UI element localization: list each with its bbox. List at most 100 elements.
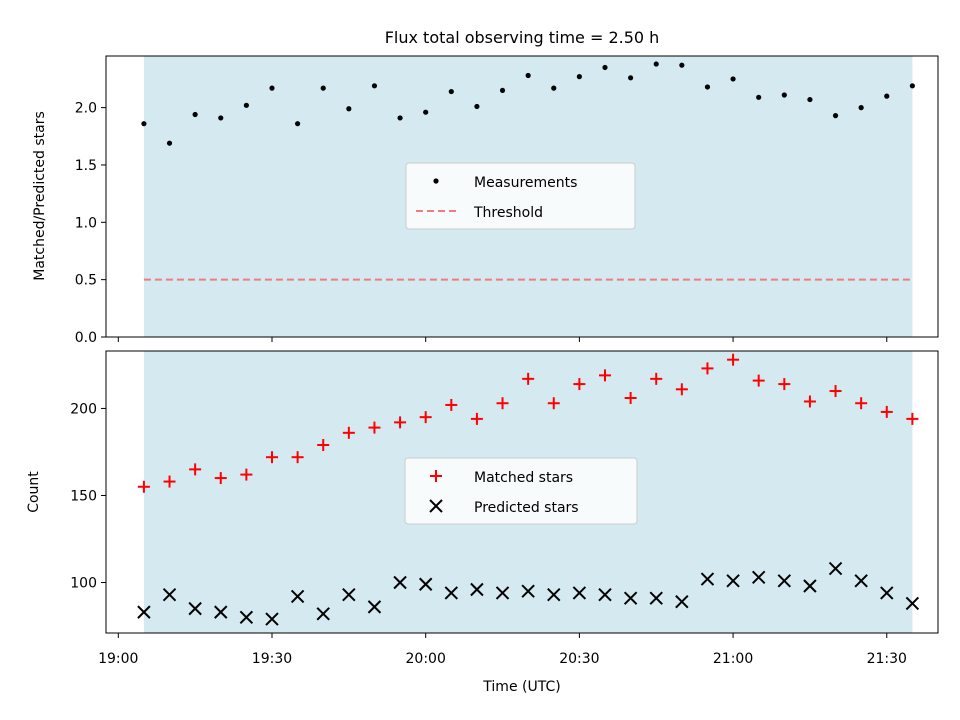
top-title: Flux total observing time = 2.50 h (385, 28, 660, 47)
predicted-star-point (905, 596, 920, 611)
top-panel: 0.0 0.5 1.0 1.5 2.0 Flux total observing tim… (32, 28, 939, 346)
measurement-point (166, 140, 173, 146)
measurement-point (243, 102, 249, 108)
measurement-point (448, 88, 454, 95)
top-y-tick-label: 1.0 (75, 215, 97, 231)
bottom-x-tick-label: 19:30 (252, 651, 292, 667)
predicted-star-stroke-b (162, 587, 177, 602)
predicted-star-stroke-b (649, 591, 663, 605)
predicted-star-point (367, 600, 382, 614)
predicted-star-point (828, 561, 843, 576)
legend-matched-marker (430, 470, 442, 482)
predicted-star-point (418, 577, 433, 591)
matched-star-point (598, 369, 611, 382)
predicted-star-point (547, 587, 561, 602)
matched-star-point (547, 397, 560, 410)
measurement-point (704, 84, 711, 90)
top-legend: Measurements Threshold (405, 162, 636, 230)
matched-star-point (803, 395, 816, 408)
measurement-point (423, 109, 429, 115)
matched-star-point (163, 475, 176, 488)
predicted-star-stroke-b (265, 612, 279, 626)
legend-measurements-label: Measurements (474, 175, 577, 191)
matched-star-point (394, 416, 407, 429)
predicted-star-stroke-b (393, 575, 407, 590)
measurement-point (858, 105, 864, 111)
bottom-legend-box (404, 457, 638, 525)
predicted-star-point (521, 584, 535, 598)
matched-star-point (650, 372, 663, 385)
matched-star-point (240, 468, 253, 481)
measurement-point (295, 121, 301, 127)
matched-star-point (445, 398, 458, 411)
matched-star-point (368, 421, 381, 434)
measurement-point (192, 111, 198, 118)
top-y-tick-label: 2.0 (75, 101, 97, 117)
matched-star-point (573, 378, 586, 391)
predicted-star-point (751, 570, 766, 585)
predicted-star-stroke-b (598, 587, 612, 602)
measurement-point (474, 103, 480, 110)
predicted-star-stroke-b (495, 586, 510, 600)
measurement-point (576, 74, 582, 80)
legend-threshold-label: Threshold (473, 205, 543, 221)
predicted-star-stroke-b (828, 561, 843, 576)
matched-stars-points (137, 353, 919, 493)
measurement-point (679, 62, 685, 68)
matched-star-point (701, 362, 714, 375)
predicted-star-stroke-b (675, 594, 689, 609)
predicted-star-stroke-b (239, 610, 254, 625)
matched-star-point (265, 451, 278, 464)
measurement-point (269, 85, 275, 91)
measurement-point (499, 87, 506, 94)
predicted-star-stroke-b (547, 587, 561, 602)
measurement-point (525, 72, 531, 79)
matched-star-point (189, 463, 202, 476)
legend-matched-label: Matched stars (474, 470, 573, 486)
predicted-stars-points (137, 561, 920, 626)
predicted-star-point (700, 572, 715, 586)
predicted-star-point (675, 594, 689, 609)
matched-star-point (727, 353, 740, 366)
predicted-star-point (290, 589, 305, 604)
top-y-tick-label: 1.5 (75, 158, 97, 174)
predicted-star-stroke-b (751, 570, 766, 585)
predicted-star-stroke-b (342, 587, 356, 602)
measurement-point (909, 83, 915, 89)
bottom-legend: Matched stars Predicted stars (404, 457, 638, 525)
predicted-star-point (803, 579, 817, 593)
predicted-star-stroke-b (521, 584, 535, 598)
top-y-tick-label: 0.5 (75, 273, 97, 289)
top-legend-box (405, 162, 636, 230)
matched-star-point (496, 397, 509, 410)
bottom-x-tick-label: 21:30 (867, 651, 907, 667)
matched-star-point (880, 405, 893, 418)
bottom-y-tick-label: 100 (70, 576, 97, 592)
measurement-points (141, 61, 915, 146)
matched-star-point (291, 451, 304, 464)
predicted-star-stroke-b (700, 572, 715, 586)
matched-star-point (522, 372, 535, 385)
predicted-star-stroke-b (444, 586, 459, 600)
predicted-star-stroke-b (726, 574, 740, 588)
measurement-point (346, 106, 352, 112)
measurement-point (756, 94, 762, 100)
measurement-point (602, 64, 608, 71)
top-y-axis-label: Matched/Predicted stars (32, 111, 48, 281)
measurement-point (141, 121, 147, 127)
predicted-star-stroke-b (290, 589, 305, 604)
predicted-star-point (265, 612, 279, 626)
top-y-ticks: 0.0 0.5 1.0 1.5 2.0 (75, 101, 106, 346)
matched-star-point (137, 480, 150, 493)
measurement-point (653, 61, 659, 67)
predicted-star-point (854, 574, 868, 588)
predicted-star-point (316, 607, 330, 621)
legend-predicted-label: Predicted stars (474, 500, 579, 516)
measurement-point (807, 96, 813, 103)
measurement-point (397, 115, 403, 121)
measurement-point (781, 92, 787, 98)
predicted-star-stroke-b (880, 586, 894, 600)
legend-measurements-marker (433, 178, 439, 184)
bottom-x-tick-label: 21:00 (713, 651, 753, 667)
predicted-star-point (444, 586, 459, 600)
